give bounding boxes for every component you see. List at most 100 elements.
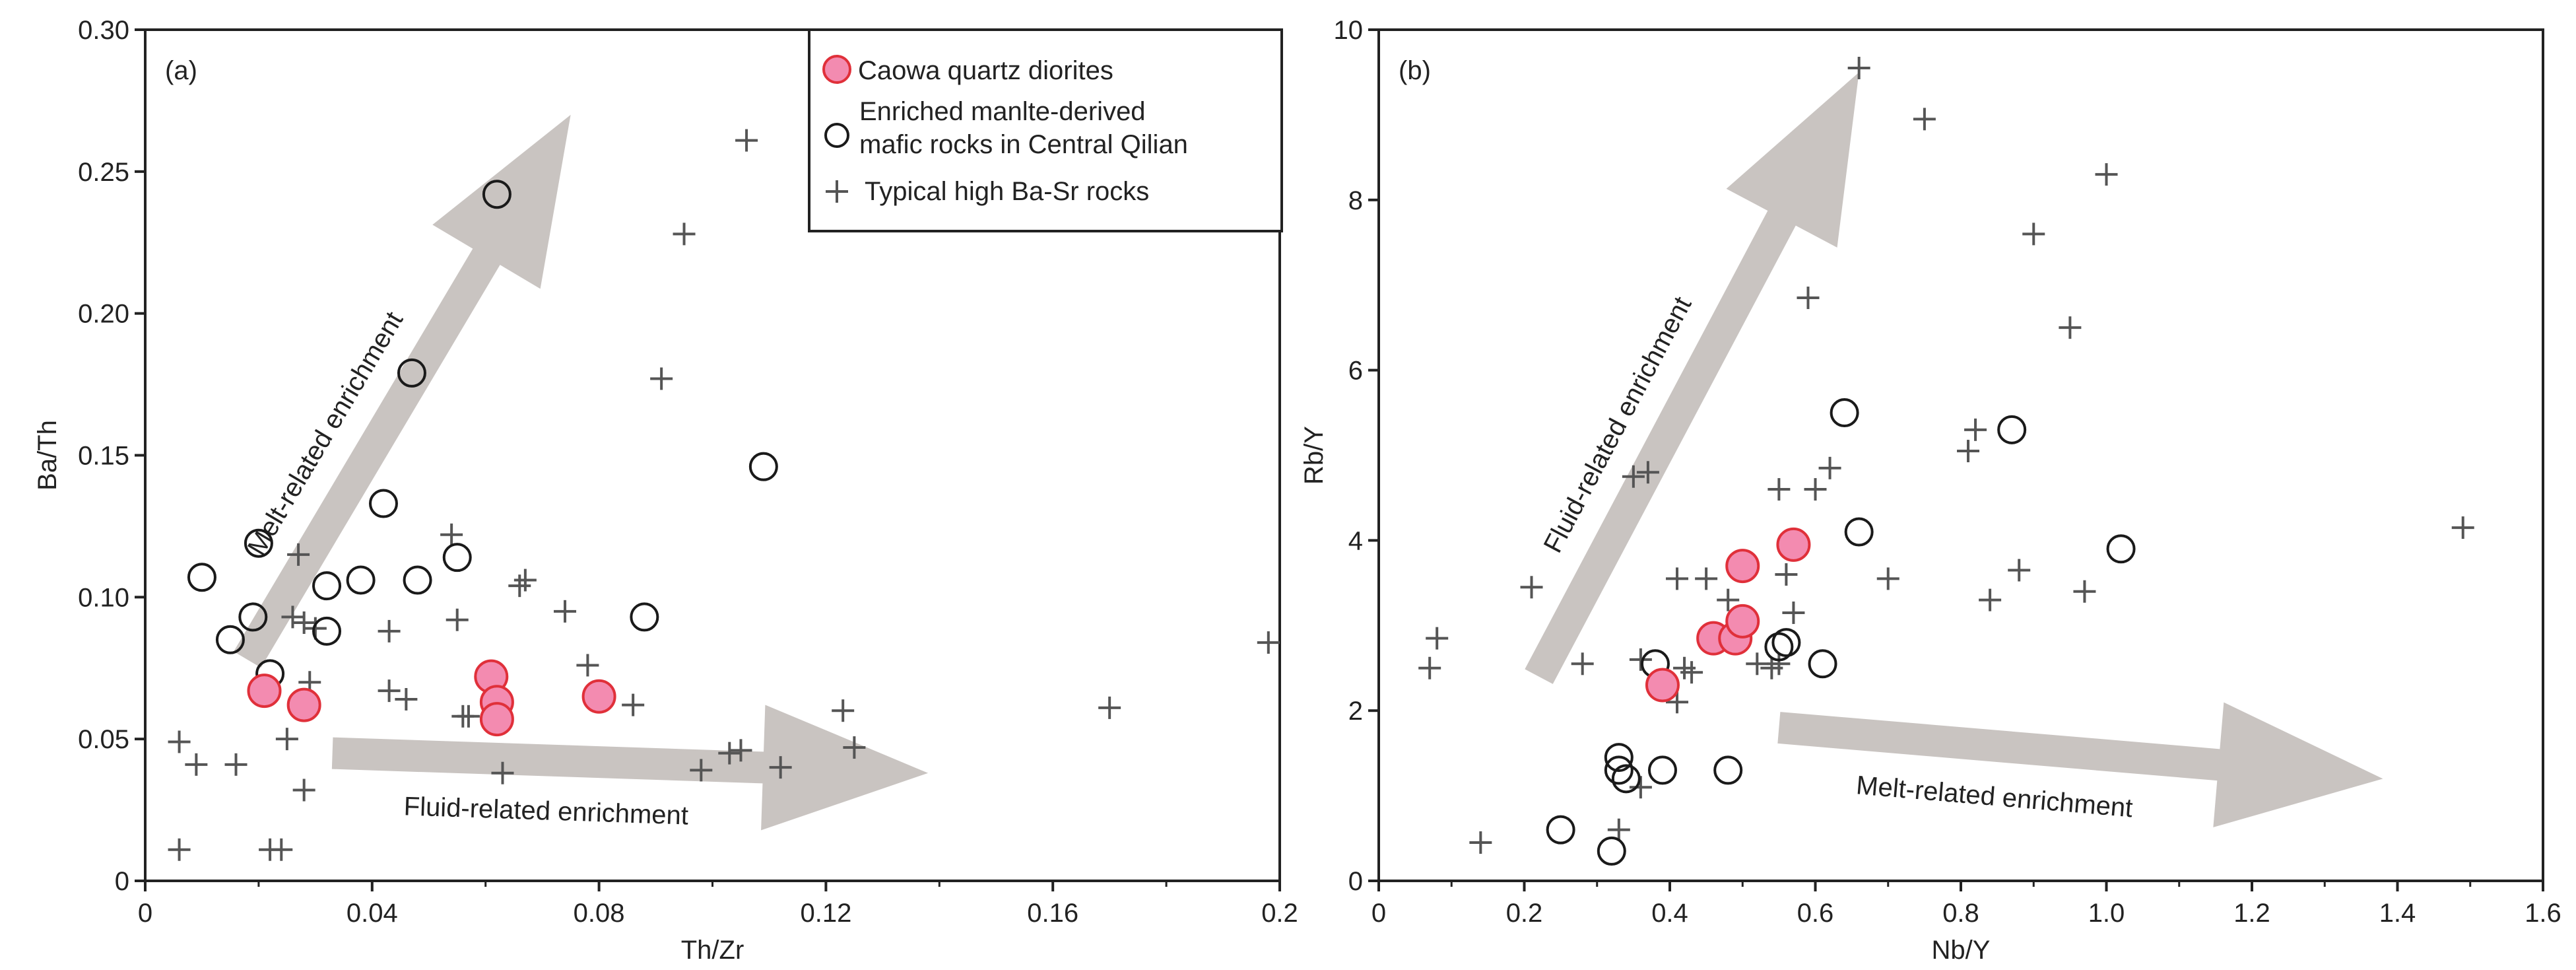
point-open-circle: [244, 528, 273, 558]
arrow-label: Fluid-related enrichment: [403, 792, 689, 830]
point-plus: [440, 523, 463, 546]
plus-icon: [826, 180, 848, 203]
point-plus: [1629, 776, 1652, 799]
point-plus: [446, 608, 469, 631]
point-plus: [1469, 831, 1492, 854]
x-tick-label: 0.6: [1797, 899, 1834, 928]
x-tick-label: 1.6: [2525, 899, 2561, 928]
y-tick-label: 4: [1348, 526, 1363, 555]
point-open-circle: [748, 452, 778, 481]
y-tick-label: 6: [1348, 357, 1363, 386]
point-plus: [1629, 648, 1652, 671]
y-axis-label: Ba/Th: [33, 420, 62, 491]
point-plus: [1695, 567, 1718, 590]
point-plus: [508, 574, 531, 598]
point-open-circle: [312, 616, 342, 646]
point-plus: [1622, 465, 1645, 488]
point-plus: [1797, 287, 1820, 310]
point-open-circle: [397, 358, 426, 388]
point-plus: [513, 569, 537, 592]
point-open-circle: [1597, 836, 1626, 866]
point-plus: [270, 838, 293, 861]
y-tick-label: 8: [1348, 186, 1363, 215]
x-tick-label: 0.12: [800, 899, 851, 928]
y-tick-label: 0: [1348, 867, 1363, 896]
point-plus: [1680, 661, 1703, 684]
y-tick-label: 0.10: [78, 583, 129, 612]
arrow-1: [1777, 702, 2383, 827]
x-tick-label: 0.4: [1651, 899, 1688, 928]
x-tick-label: 0.08: [574, 899, 625, 928]
point-open-circle: [368, 489, 398, 518]
legend-marker-plus: [826, 180, 848, 203]
point-plus: [1098, 696, 1121, 719]
point-plus: [1717, 588, 1740, 611]
point-plus: [1520, 576, 1543, 599]
point-open-circle: [403, 565, 432, 595]
point-plus: [2008, 559, 2031, 582]
point-open-circle: [346, 565, 376, 595]
point-plus: [1418, 656, 1441, 679]
point-plus: [378, 679, 401, 703]
point-plus: [292, 611, 315, 635]
point-plus: [287, 543, 310, 566]
point-plus: [769, 756, 792, 779]
point-pink-circle: [581, 679, 616, 714]
x-tick-label: 1.4: [2379, 899, 2416, 928]
x-tick-label: 0: [1371, 899, 1386, 928]
point-plus: [1666, 567, 1689, 590]
point-plus: [1775, 563, 1798, 586]
arrow-label: Melt-related enrichment: [1855, 771, 2134, 823]
point-open-circle: [238, 602, 268, 632]
y-axis-label: Rb/Y: [1300, 426, 1329, 485]
point-plus: [1847, 57, 1870, 80]
point-plus: [1957, 440, 1980, 463]
point-plus: [1666, 691, 1689, 714]
x-tick-label: 0: [138, 899, 152, 928]
point-open-circle: [1713, 755, 1743, 785]
y-tick-label: 0.25: [78, 158, 129, 187]
legend-label-enriched: Enriched manlte-derived: [859, 97, 1146, 126]
point-plus: [622, 693, 645, 716]
legend-label-enriched-2: mafic rocks in Central Qilian: [859, 130, 1188, 159]
point-plus: [1426, 627, 1449, 650]
point-open-circle: [1764, 632, 1794, 662]
y-tick-label: 0.15: [78, 442, 129, 471]
point-plus: [2059, 316, 2082, 339]
point-plus: [275, 728, 298, 751]
point-open-circle: [1844, 517, 1874, 547]
y-tick-label: 2: [1348, 697, 1363, 726]
point-open-circle: [2106, 534, 2136, 564]
point-plus: [1607, 818, 1630, 841]
point-plus: [168, 838, 191, 861]
point-plus: [1767, 652, 1791, 676]
point-plus: [224, 753, 248, 776]
point-open-circle: [1830, 398, 1859, 428]
point-plus: [832, 699, 855, 722]
point-plus: [168, 730, 191, 753]
point-plus: [1913, 108, 1936, 131]
point-plus: [576, 654, 599, 677]
x-axis-label: Nb/Y: [1932, 936, 1991, 965]
point-plus: [843, 736, 866, 759]
x-tick-label: 0.2: [1506, 899, 1543, 928]
point-open-circle: [1611, 764, 1641, 794]
y-tick-label: 0.05: [78, 725, 129, 754]
point-plus: [1257, 631, 1280, 654]
point-open-circle: [630, 602, 659, 632]
x-tick-label: 0.16: [1027, 899, 1078, 928]
arrow-0: [1525, 72, 1859, 684]
point-pink-circle: [247, 674, 282, 709]
point-plus: [292, 779, 315, 802]
point-plus: [1979, 588, 2002, 611]
x-tick-label: 0.04: [347, 899, 398, 928]
point-plus: [2095, 163, 2118, 186]
point-plus: [2073, 580, 2096, 603]
arrow-1: [331, 705, 929, 831]
point-plus: [395, 688, 418, 711]
point-plus: [1782, 601, 1805, 624]
point-plus: [729, 739, 752, 762]
legend-marker-open-circle: [824, 123, 849, 148]
